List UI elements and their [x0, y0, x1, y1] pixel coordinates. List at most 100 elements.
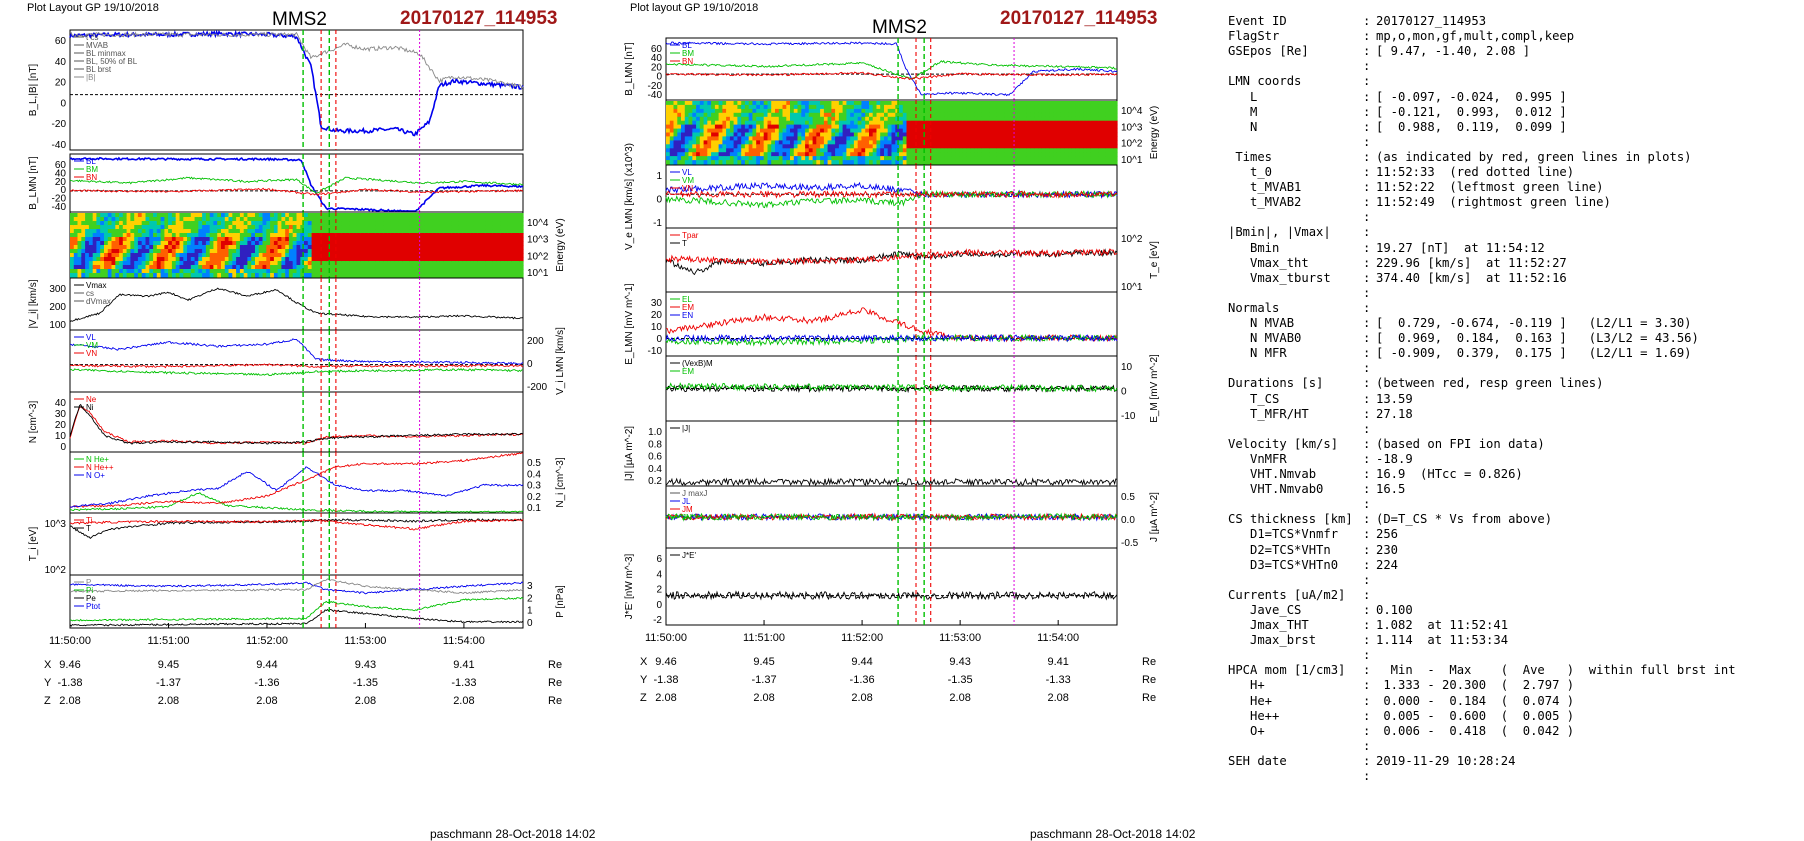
spectrogram-cell [861, 140, 866, 145]
spectrogram-cell [910, 128, 915, 134]
spectrogram-cell [368, 253, 373, 258]
spectrogram-cell [831, 148, 836, 153]
spectrogram-cell [820, 101, 825, 106]
spectrogram-cell [345, 269, 350, 274]
spectrogram-cell [1008, 116, 1013, 122]
spectrogram-cell [315, 265, 320, 270]
spectrogram-cell [496, 229, 501, 234]
spectrogram-cell [1045, 112, 1050, 118]
spectrogram-cell [322, 229, 328, 234]
spectrogram-cell [243, 225, 249, 230]
panel-frame [69, 277, 524, 331]
spectrogram-cell [141, 269, 147, 274]
spectrogram-cell [1015, 124, 1020, 130]
spectrogram-cell [737, 128, 742, 134]
summary-colon: : [1363, 467, 1371, 481]
spectrogram-cell [224, 269, 230, 274]
spectrogram-cell [981, 140, 987, 145]
spectrogram-cell [243, 253, 249, 258]
spectrogram-cell [673, 140, 678, 145]
spectrogram-cell [473, 221, 479, 226]
spectrogram-cell [119, 253, 124, 258]
orbit-value: 9.44 [256, 659, 277, 671]
spectrogram-cell [782, 124, 787, 130]
spectrogram-cell [718, 136, 723, 141]
spectrogram-cell [519, 269, 524, 274]
spectrogram-cell [902, 116, 908, 122]
spectrogram-cell [951, 136, 956, 141]
spectrogram-cell [160, 237, 165, 242]
spectrogram-cell [887, 116, 893, 122]
spectrogram-cell [473, 233, 479, 238]
spectrogram-cell [1083, 112, 1088, 118]
spectrogram-cell [936, 144, 941, 149]
spectrogram-cell [925, 152, 930, 157]
spectrogram-cell [835, 152, 840, 157]
spectrogram-cell [703, 160, 708, 165]
spectrogram-cell [417, 241, 422, 246]
spectrogram-cell [368, 257, 373, 262]
spectrogram-cell [141, 213, 147, 218]
x-tick-label: 11:52:00 [841, 632, 883, 644]
spectrogram-cell [1086, 152, 1092, 157]
spectrogram-cell [756, 148, 761, 153]
spectrogram-cell [771, 120, 776, 126]
spectrogram-cell [936, 132, 941, 137]
left-event-title: 20170127_114953 [400, 8, 558, 29]
spectrogram-cell [236, 217, 241, 222]
spectrogram-cell [993, 156, 998, 161]
spectrogram-cell [1026, 116, 1032, 122]
orbit-value: 9.45 [158, 659, 179, 671]
spectrogram-cell [213, 229, 218, 234]
spectrogram-cell [322, 245, 328, 250]
spectrogram-cell [962, 101, 968, 106]
spectrogram-cell [748, 152, 754, 157]
summary-colon: : [1363, 557, 1371, 572]
spectrogram-cell [902, 140, 908, 145]
spectrogram-cell [699, 120, 705, 126]
spectrogram-cell [137, 249, 143, 254]
spectrogram-cell [277, 229, 282, 234]
spectrogram-cell [1068, 112, 1073, 118]
spectrogram-cell [194, 269, 199, 274]
spectrogram-cell [243, 217, 249, 222]
spectrogram-cell [183, 241, 188, 246]
spectrogram-cell [865, 116, 870, 122]
spectrogram-cell [1083, 160, 1088, 165]
spectrogram-cell [1041, 104, 1047, 110]
spectrogram-cell [270, 237, 275, 242]
spectrogram-cell [929, 140, 934, 145]
spectrogram-cell [345, 217, 350, 222]
spectrogram-cell [209, 245, 215, 250]
spectrogram-cell [846, 120, 851, 126]
spectrogram-cell [778, 156, 784, 161]
spectrogram-cell [748, 148, 754, 153]
spectrogram-cell [914, 132, 919, 137]
spectrogram-cell [669, 116, 675, 122]
spectrogram-cell [300, 217, 305, 222]
spectrogram-cell [266, 265, 271, 270]
spectrogram-cell [443, 225, 449, 230]
spectrogram-cell [322, 237, 328, 242]
spectrogram-cell [993, 112, 998, 118]
spectrogram-cell [718, 112, 723, 118]
spectrogram-cell [846, 136, 851, 141]
series-n-o- [69, 466, 524, 508]
spectrogram-cell [107, 225, 113, 230]
spectrogram-cell [876, 124, 881, 130]
spectrogram-cell [696, 116, 701, 122]
spectrogram-cell [1113, 152, 1118, 157]
spectrogram-cell [330, 245, 335, 250]
spectrogram-cell [869, 148, 874, 153]
spectrogram-cell [92, 229, 98, 234]
spectrogram-cell [1053, 108, 1058, 114]
spectrogram-cell [462, 213, 467, 218]
spectrogram-cell [756, 104, 761, 110]
spectrogram-cell [436, 269, 441, 274]
spectrogram-cell [364, 241, 369, 246]
spectrogram-cell [243, 213, 249, 218]
spectrogram-cell [439, 241, 445, 246]
spectrogram-cell [842, 108, 847, 114]
summary-colon: : [1363, 693, 1371, 708]
spectrogram-cell [368, 261, 373, 266]
